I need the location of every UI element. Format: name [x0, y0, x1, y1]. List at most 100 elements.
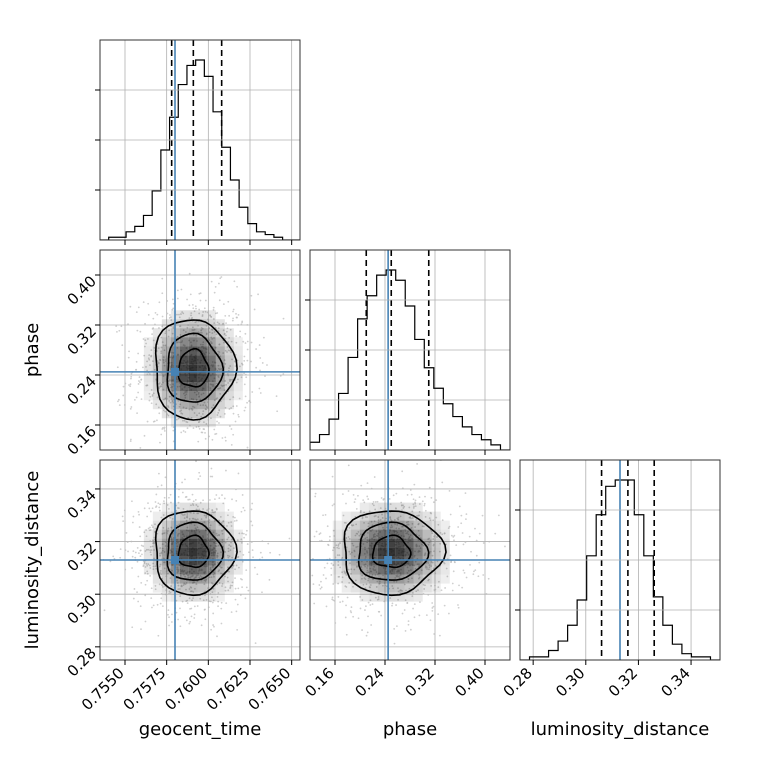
scatter-point — [195, 307, 197, 310]
density-cell — [359, 592, 369, 602]
scatter-point — [165, 397, 168, 400]
density-cell — [161, 502, 171, 512]
scatter-point — [431, 609, 434, 612]
scatter-point — [464, 541, 467, 544]
y-tick-label: 0.28 — [64, 644, 100, 680]
scatter-point — [176, 385, 179, 388]
panel-geocent_time-geocent_time — [95, 39, 301, 245]
scatter-point — [150, 587, 153, 590]
scatter-point — [212, 306, 215, 309]
scatter-point — [154, 527, 157, 530]
density-cell — [377, 538, 387, 548]
scatter-point — [406, 602, 409, 605]
scatter-point — [246, 340, 249, 343]
scatter-point — [326, 562, 329, 565]
scatter-point — [217, 367, 220, 370]
scatter-point — [411, 577, 413, 580]
density-cell — [188, 346, 198, 356]
scatter-point — [245, 586, 248, 589]
scatter-point — [144, 322, 146, 325]
density-cell — [395, 565, 405, 575]
scatter-point — [212, 404, 215, 407]
density-cell — [224, 583, 234, 593]
scatter-point — [228, 544, 231, 546]
density-cell — [377, 547, 387, 557]
scatter-point — [216, 635, 218, 638]
scatter-point — [259, 551, 262, 554]
scatter-point — [357, 531, 360, 533]
scatter-point — [361, 517, 364, 520]
scatter-point — [437, 586, 440, 589]
scatter-point — [366, 565, 369, 567]
scatter-point — [429, 519, 432, 522]
scatter-point — [240, 323, 243, 326]
scatter-point — [375, 530, 378, 533]
scatter-point — [168, 400, 171, 402]
scatter-point — [235, 312, 237, 315]
density-cell — [215, 373, 225, 383]
scatter-point — [453, 539, 455, 542]
scatter-point — [179, 625, 182, 628]
scatter-point — [207, 606, 210, 609]
scatter-point — [154, 501, 157, 503]
scatter-point — [242, 340, 245, 343]
x-tick-label: 0.32 — [605, 664, 641, 700]
panel-content — [100, 250, 300, 450]
density-cell — [359, 583, 369, 593]
scatter-point — [323, 566, 326, 569]
scatter-point — [202, 421, 205, 424]
scatter-point — [424, 553, 427, 556]
scatter-point — [165, 531, 168, 534]
scatter-point — [223, 497, 226, 500]
scatter-point — [146, 572, 149, 575]
scatter-point — [397, 587, 399, 590]
density-cell — [215, 382, 225, 392]
scatter-point — [406, 566, 409, 569]
scatter-point — [180, 288, 183, 291]
density-cell — [440, 520, 450, 530]
density-cell — [395, 529, 405, 539]
scatter-point — [184, 583, 187, 586]
scatter-point — [262, 336, 265, 339]
scatter-point — [361, 516, 364, 518]
scatter-point — [169, 552, 171, 554]
scatter-point — [147, 357, 150, 360]
scatter-point — [435, 499, 438, 502]
scatter-point — [161, 584, 163, 587]
scatter-point — [154, 323, 156, 326]
scatter-point — [253, 308, 256, 311]
scatter-point — [341, 571, 343, 574]
scatter-point — [167, 335, 170, 338]
density-cell — [422, 574, 432, 584]
scatter-point — [247, 589, 250, 592]
scatter-point — [353, 550, 356, 553]
scatter-point — [209, 524, 212, 527]
scatter-point — [411, 595, 414, 598]
scatter-point — [142, 338, 145, 340]
scatter-point — [205, 333, 208, 336]
scatter-point — [192, 582, 194, 584]
density-cell — [188, 310, 198, 320]
density-cell — [431, 583, 441, 593]
scatter-point — [184, 478, 186, 481]
scatter-point — [217, 353, 220, 356]
scatter-point — [427, 578, 430, 581]
scatter-point — [145, 548, 148, 551]
scatter-point — [203, 583, 206, 586]
scatter-point — [188, 408, 191, 411]
scatter-point — [191, 329, 194, 331]
panel-content — [310, 460, 510, 660]
scatter-point — [129, 383, 132, 386]
scatter-point — [226, 525, 228, 527]
scatter-point — [477, 575, 480, 578]
scatter-point — [421, 543, 423, 546]
scatter-point — [318, 533, 321, 536]
scatter-point — [231, 566, 233, 569]
scatter-point — [398, 527, 400, 530]
scatter-point — [228, 570, 231, 573]
scatter-point — [462, 543, 465, 546]
scatter-point — [228, 314, 231, 317]
scatter-point — [397, 590, 400, 593]
scatter-point — [192, 500, 195, 503]
scatter-point — [354, 579, 357, 582]
